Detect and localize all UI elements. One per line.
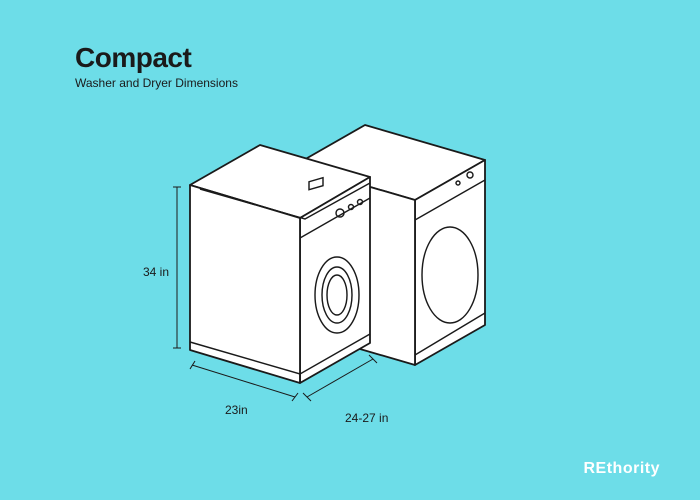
title-text: Compact <box>75 42 238 74</box>
header-block: Compact Washer and Dryer Dimensions <box>75 42 238 90</box>
subtitle-text: Washer and Dryer Dimensions <box>75 76 238 90</box>
appliances-illustration <box>165 115 565 425</box>
infographic-canvas: Compact Washer and Dryer Dimensions 34 i… <box>0 0 700 500</box>
watermark-logo: REthority <box>584 460 661 478</box>
